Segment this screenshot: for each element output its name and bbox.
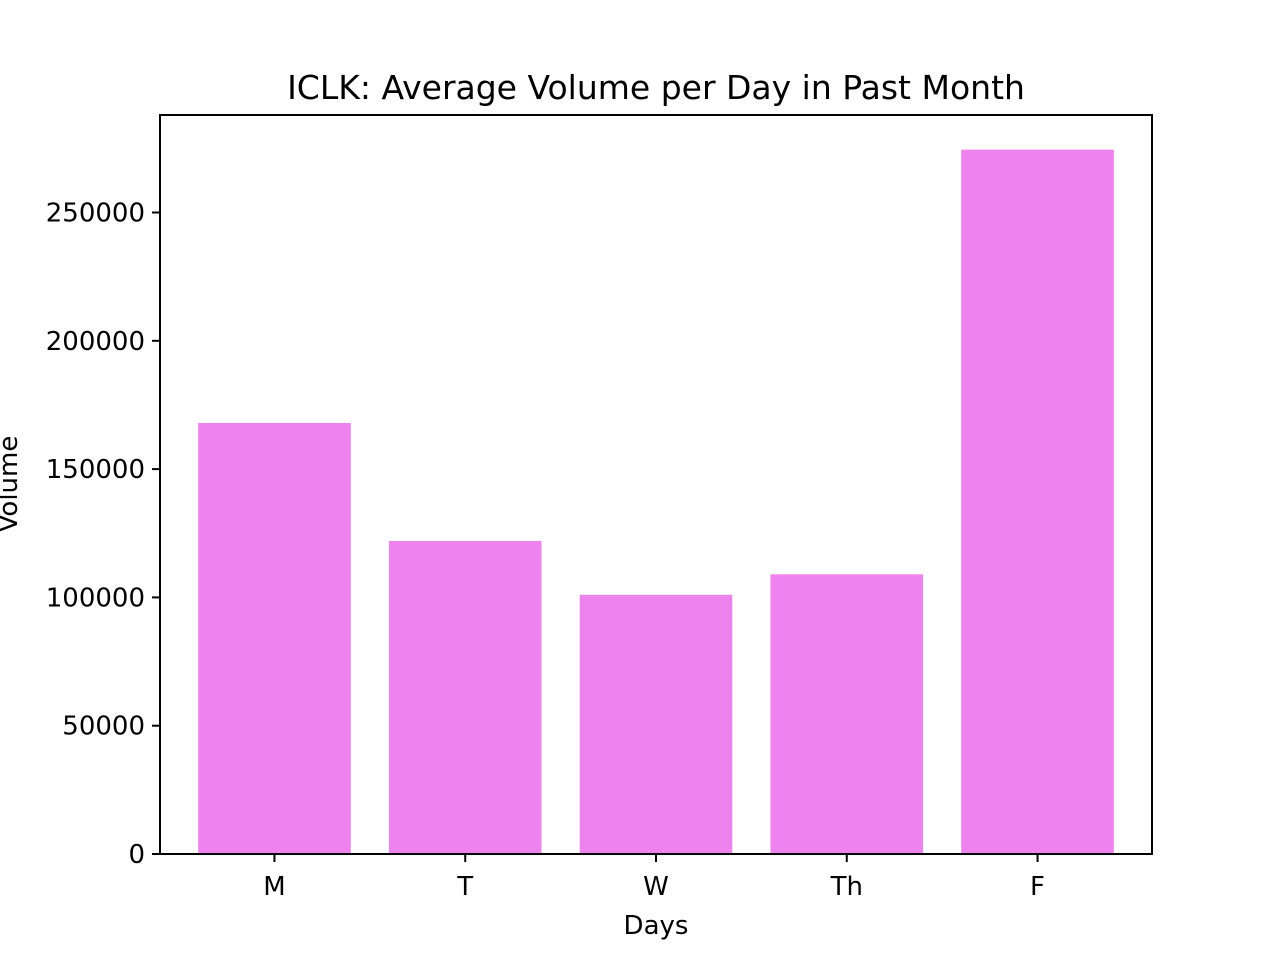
- y-tick-label-50000: 50000: [62, 712, 145, 742]
- y-axis-label: Volume: [0, 436, 24, 533]
- bar-w: [579, 594, 733, 854]
- x-tick-label-th: Th: [830, 872, 863, 902]
- bar-f: [961, 149, 1114, 854]
- x-tick-label-m: M: [263, 872, 285, 902]
- chart-title: ICLK: Average Volume per Day in Past Mon…: [287, 68, 1025, 107]
- y-tick-label-250000: 250000: [46, 199, 145, 229]
- x-axis-label: Days: [624, 911, 689, 941]
- y-axis: 0 50000 100000 150000 200000 250000: [46, 199, 160, 870]
- bar-th: [770, 574, 924, 854]
- bars-group: [198, 149, 1114, 854]
- y-tick-label-200000: 200000: [46, 327, 145, 357]
- y-tick-label-100000: 100000: [46, 583, 145, 613]
- bar-m: [198, 422, 351, 854]
- bar-t: [388, 540, 542, 854]
- x-axis: M T W Th F: [263, 854, 1045, 902]
- x-tick-label-w: W: [643, 872, 669, 902]
- x-tick-label-f: F: [1030, 872, 1045, 902]
- y-tick-label-0: 0: [128, 840, 145, 870]
- y-tick-label-150000: 150000: [46, 455, 145, 485]
- x-tick-label-t: T: [456, 872, 473, 902]
